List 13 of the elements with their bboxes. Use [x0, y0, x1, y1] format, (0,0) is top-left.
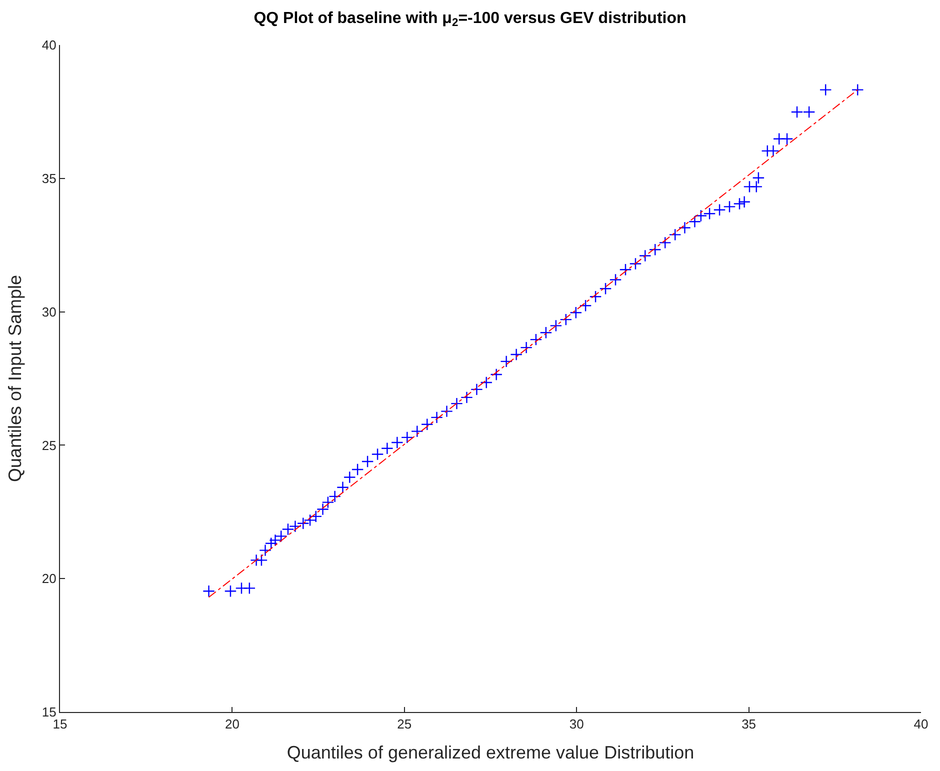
x-tick-label: 35 — [742, 716, 756, 732]
chart-title: QQ Plot of baseline with μ$_{2}$=-100 versus GEV distribution — [254, 10, 686, 30]
y-tick-label: 25 — [42, 438, 56, 453]
x-tick-label: 40 — [914, 716, 928, 732]
y-tick-label: 40 — [42, 38, 56, 53]
x-tick-label: 30 — [569, 716, 584, 732]
y-tick-label: 30 — [42, 304, 56, 320]
y-axis-title: Quantiles of Input Sample — [5, 274, 26, 482]
y-tick-label: 35 — [42, 170, 56, 186]
x-tick-label: 20 — [224, 716, 240, 732]
x-axis-title: Quantiles of generalized extreme value Distribution — [286, 742, 694, 763]
x-tick-label: 25 — [397, 716, 412, 732]
y-tick-label: 20 — [42, 571, 56, 586]
